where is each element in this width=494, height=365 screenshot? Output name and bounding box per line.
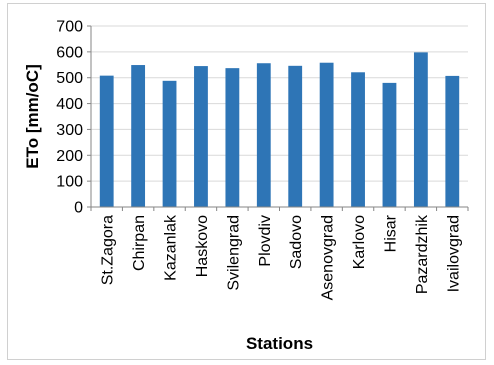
x-tick-label: Sadovo: [288, 215, 305, 269]
bars: [99, 52, 460, 208]
bar: [382, 82, 397, 207]
bar: [319, 62, 334, 207]
x-tick-label: Karlovo: [351, 215, 368, 269]
bar: [131, 65, 146, 207]
x-tick-label: Pazardzhik: [414, 214, 431, 294]
x-tick-label: Asenovgrad: [320, 215, 337, 300]
y-tick-label: 700: [56, 19, 83, 36]
axes: [87, 25, 469, 211]
x-tick-label: Plovdiv: [257, 215, 274, 267]
x-tick-label: Haskovo: [194, 215, 211, 277]
bar: [99, 75, 114, 207]
x-tick-label: Chirpan: [131, 215, 148, 271]
x-tick-label: Ivailovgrad: [445, 215, 462, 292]
y-tick-label: 400: [56, 96, 83, 113]
bar: [413, 52, 428, 208]
bar: [256, 63, 271, 208]
y-tick-label: 600: [56, 44, 83, 61]
y-tick-label: 200: [56, 148, 83, 165]
x-tick-label: St.Zagora: [100, 215, 117, 285]
bar-chart: 0 100 200 300 400 500 600 700 St.Zagora Chirpan K…: [23, 19, 469, 353]
y-tick-labels: 0 100 200 300 400 500 600 700: [56, 19, 83, 217]
bar: [162, 80, 177, 207]
y-axis-title: ETo [mm/oC]: [23, 64, 42, 169]
y-tick-label: 500: [56, 70, 83, 87]
x-axis-title: Stations: [246, 334, 313, 353]
bar: [194, 66, 208, 207]
bar: [288, 65, 303, 207]
y-tick-label: 300: [56, 122, 83, 139]
x-tick-label: Hisar: [382, 214, 399, 252]
gridlines: [91, 25, 468, 182]
y-tick-label: 100: [56, 174, 83, 191]
bar: [225, 68, 240, 207]
x-tick-label: Kazanlak: [163, 214, 180, 281]
x-tick-labels: St.Zagora Chirpan Kazanlak Haskovo Svilengra…: [100, 214, 463, 300]
bar: [445, 75, 460, 207]
x-tick-label: Svilengrad: [225, 215, 242, 291]
y-tick-label: 0: [74, 200, 83, 217]
chart-frame: 0 100 200 300 400 500 600 700 St.Zagora Chirpan K…: [7, 3, 486, 360]
bar: [351, 72, 365, 207]
